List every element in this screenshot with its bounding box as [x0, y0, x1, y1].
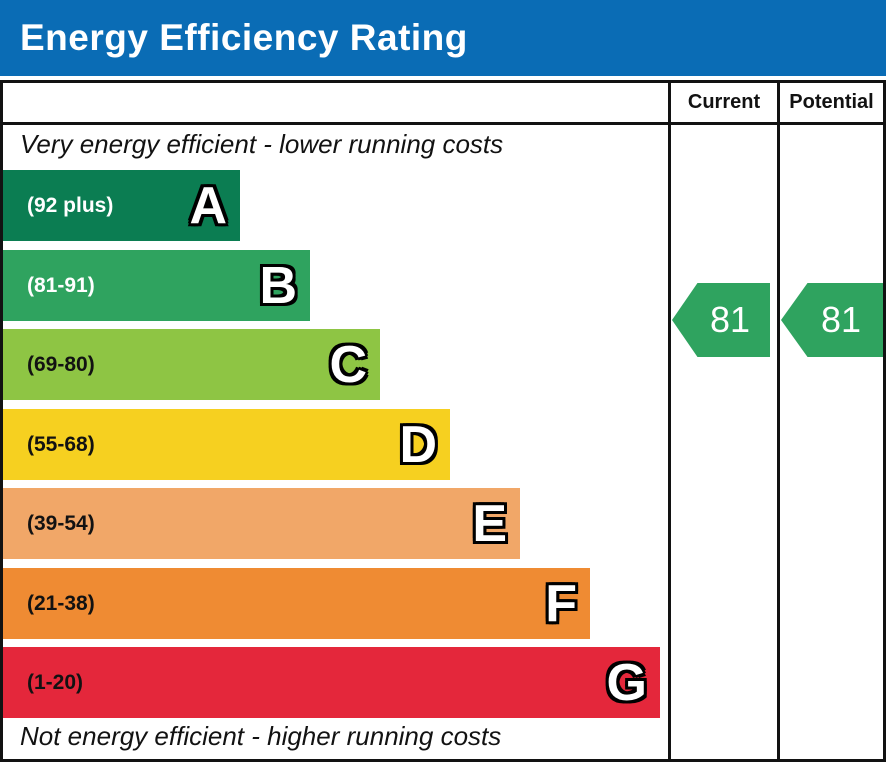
band-range-label: (1-20) — [27, 670, 84, 694]
rating-table: Current Potential Very energy efficient … — [0, 80, 886, 762]
band-range-label: (21-38) — [27, 591, 95, 615]
potential-column-header: Potential — [789, 91, 874, 113]
band-letter: A — [189, 176, 227, 235]
band-letter: B — [259, 256, 297, 315]
band-range-label: (81-91) — [27, 273, 95, 297]
band-letter: F — [545, 574, 577, 633]
potential-column-divider — [777, 83, 780, 759]
band-range-label: (55-68) — [27, 432, 95, 456]
title-bar: Energy Efficiency Rating — [0, 0, 886, 76]
band-f: (21-38) F — [3, 568, 590, 639]
current-rating-value: 81 — [709, 299, 751, 340]
band-g: (1-20) G — [3, 647, 660, 718]
band-range-label: (69-80) — [27, 352, 95, 376]
band-b: (81-91) B — [3, 250, 310, 321]
band-c: (69-80) C — [3, 329, 380, 400]
band-letter: D — [399, 415, 437, 474]
current-column-header: Current — [687, 91, 761, 113]
rating-bands-area: (92 plus) A (81-91) B (69-80) C (55-68) D (39-54… — [3, 83, 883, 759]
header-row-underline — [3, 122, 883, 125]
band-letter: E — [472, 494, 507, 553]
top-note: Very energy efficient - lower running co… — [20, 129, 504, 159]
current-rating-arrow: 81 — [672, 283, 770, 357]
potential-rating-value: 81 — [820, 299, 862, 340]
current-column-divider — [668, 83, 671, 759]
band-letter: C — [329, 335, 367, 394]
band-range-label: (39-54) — [27, 511, 95, 535]
chart-title: Energy Efficiency Rating — [20, 17, 468, 58]
band-a: (92 plus) A — [3, 170, 240, 241]
bottom-note: Not energy efficient - higher running co… — [20, 721, 502, 751]
band-range-label: (92 plus) — [27, 193, 114, 217]
band-letter: G — [606, 653, 647, 712]
band-e: (39-54) E — [3, 488, 520, 559]
band-d: (55-68) D — [3, 409, 450, 480]
